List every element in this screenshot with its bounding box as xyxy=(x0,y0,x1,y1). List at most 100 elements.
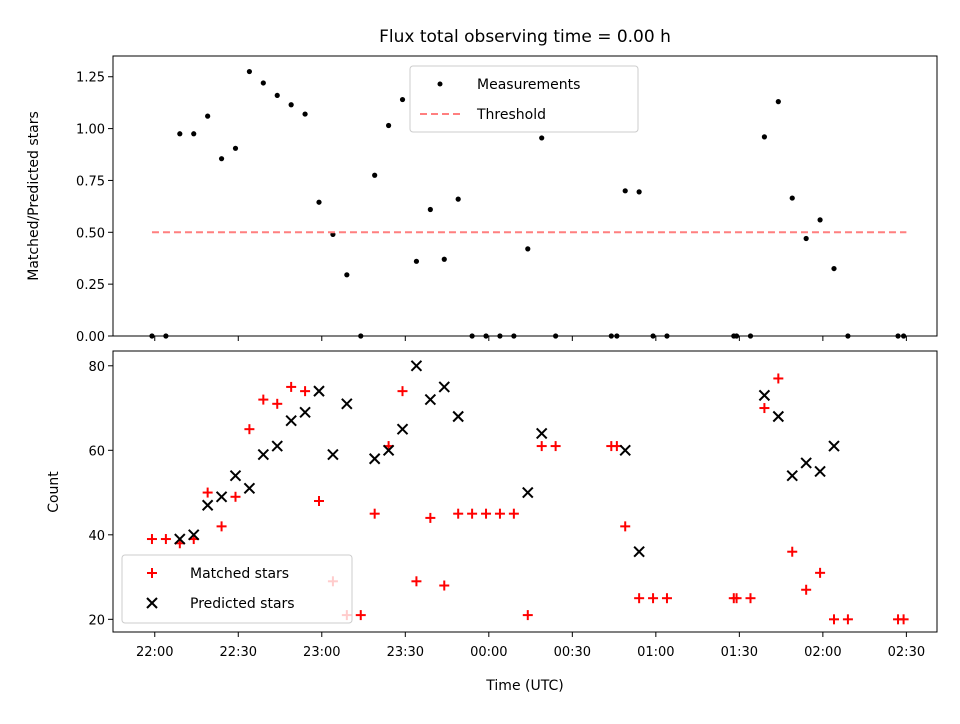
matched-stars-point xyxy=(787,546,798,557)
matched-stars-point xyxy=(634,593,645,604)
measurement-point xyxy=(413,258,420,264)
bottom-chart-panel: Count Time (UTC) 20 40 60 80 22:00 22:30 23:0… xyxy=(46,350,938,694)
measurement-point xyxy=(525,246,531,252)
matched-stars-point xyxy=(481,508,492,519)
x-tick-label: 01:00 xyxy=(637,645,674,660)
predicted-stars-point xyxy=(174,533,186,545)
measurement-point xyxy=(455,196,461,202)
matched-stars-point xyxy=(300,386,311,397)
measurement-point xyxy=(775,99,781,105)
top-legend: Measurements Threshold xyxy=(409,65,639,133)
bottom-y-tick-label: 60 xyxy=(88,444,105,459)
matched-stars-point xyxy=(467,508,478,519)
bottom-plot-frame xyxy=(112,350,938,633)
matched-stars-point xyxy=(898,614,909,625)
legend-matched-label: Matched stars xyxy=(190,566,289,582)
matched-stars-point xyxy=(146,534,157,545)
measurement-point xyxy=(761,134,768,140)
matched-stars-point xyxy=(202,487,213,498)
predicted-stars-point xyxy=(215,491,228,503)
predicted-stars-point xyxy=(229,469,242,482)
legend-measurements-label: Measurements xyxy=(477,77,580,93)
measurement-point xyxy=(288,102,294,108)
predicted-stars-point xyxy=(271,440,283,452)
matched-stars-point xyxy=(272,398,283,409)
matched-stars-point xyxy=(648,593,659,604)
predicted-stars-point xyxy=(633,546,645,558)
legend-measurements-marker xyxy=(437,81,443,87)
measurement-point xyxy=(177,131,183,137)
legend-predicted-marker xyxy=(146,597,158,609)
predicted-stars-point xyxy=(619,444,631,457)
predicted-stars-point xyxy=(452,410,464,423)
top-y-tick-label: 0.50 xyxy=(76,226,105,241)
bottom-y-axis-label: Count xyxy=(46,471,62,513)
top-x-ticks xyxy=(154,336,907,341)
predicted-stars-point xyxy=(257,448,270,461)
measurement-point xyxy=(246,68,253,75)
matched-stars-point xyxy=(661,593,672,604)
predicted-stars-point xyxy=(396,423,409,435)
matched-stars-point xyxy=(369,508,380,519)
measurement-point xyxy=(539,135,545,141)
top-y-tick-label: 1.25 xyxy=(76,71,105,86)
x-tick-label: 23:00 xyxy=(303,645,340,660)
bottom-y-tick-label: 40 xyxy=(88,529,105,544)
matched-stars-point xyxy=(258,394,269,405)
measurement-point xyxy=(260,80,266,86)
measurement-point xyxy=(789,195,795,201)
predicted-stars-point xyxy=(772,410,785,423)
predicted-stars-point xyxy=(313,385,325,397)
bottom-y-tick-label: 20 xyxy=(88,613,105,628)
x-tick-label: 02:30 xyxy=(888,645,925,660)
bottom-y-tick-label: 80 xyxy=(88,360,105,375)
top-y-axis-label: Matched/Predicted stars xyxy=(26,111,42,281)
predicted-stars-point xyxy=(424,393,437,406)
x-axis-label: Time (UTC) xyxy=(485,678,563,694)
x-tick-label: 22:30 xyxy=(220,645,257,660)
predicted-stars-point xyxy=(341,398,353,410)
x-tick-label: 22:00 xyxy=(136,645,173,660)
measurement-point xyxy=(218,156,225,162)
matched-stars-point xyxy=(801,584,812,595)
matched-stars-point xyxy=(244,424,255,435)
x-tick-label: 00:00 xyxy=(470,645,507,660)
chart-title: Flux total observing time = 0.00 h xyxy=(379,27,671,47)
top-y-tick-label: 1.00 xyxy=(76,123,105,138)
matched-stars-point xyxy=(425,512,436,523)
bottom-legend: Matched stars Predicted stars xyxy=(121,554,353,624)
measurement-point xyxy=(636,189,642,195)
predicted-stars-point xyxy=(438,381,450,393)
matched-stars-point xyxy=(286,381,297,392)
matched-stars-point xyxy=(355,610,366,621)
matched-stars-point xyxy=(536,441,547,452)
matched-stars-point xyxy=(411,576,422,587)
predicted-stars-point xyxy=(535,427,548,440)
measurement-point xyxy=(817,217,823,223)
measurement-point xyxy=(622,188,628,194)
measurement-point xyxy=(205,113,211,119)
bottom-plot-marks xyxy=(146,360,909,625)
top-chart-panel: Flux total observing time = 0.00 h Match… xyxy=(26,27,938,345)
predicted-stars-point xyxy=(410,360,423,372)
matched-stars-point xyxy=(759,403,770,414)
bottom-y-ticks: 20 40 60 80 xyxy=(88,360,113,628)
predicted-stars-point xyxy=(327,448,339,461)
x-tick-label: 01:30 xyxy=(721,645,758,660)
matched-stars-point xyxy=(842,614,853,625)
matched-stars-point xyxy=(216,521,227,532)
predicted-stars-point xyxy=(285,415,297,427)
predicted-stars-point xyxy=(522,486,534,499)
top-legend-box xyxy=(409,65,639,133)
legend-threshold-label: Threshold xyxy=(476,107,546,123)
predicted-stars-point xyxy=(800,457,812,469)
matched-stars-point xyxy=(439,580,450,591)
top-plot-frame xyxy=(112,55,938,337)
measurement-point xyxy=(803,235,809,242)
measurement-point xyxy=(385,122,392,129)
x-tick-label: 23:30 xyxy=(387,645,424,660)
matched-stars-point xyxy=(773,373,784,384)
predicted-stars-point xyxy=(786,469,798,482)
measurement-point xyxy=(274,92,280,99)
